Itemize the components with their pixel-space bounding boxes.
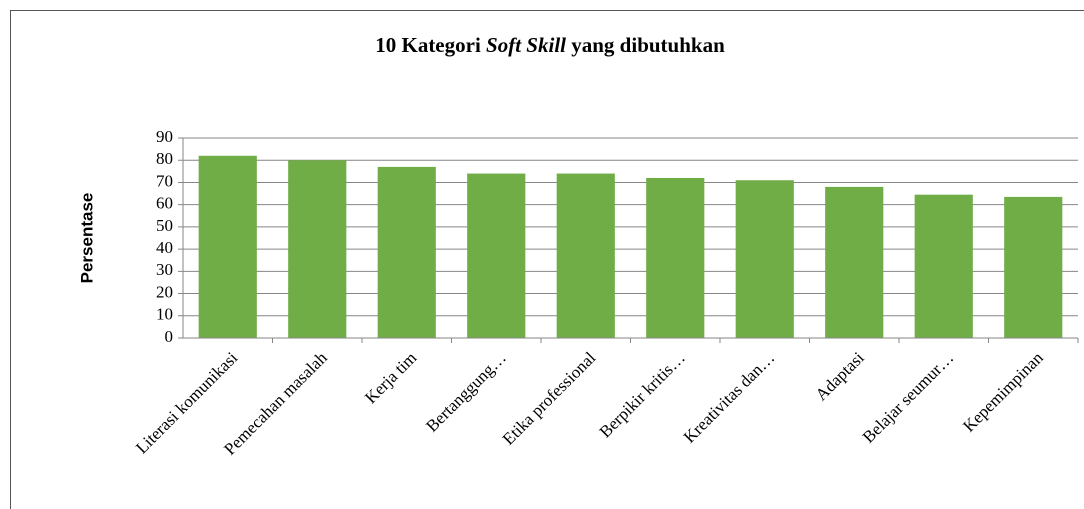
- x-tick-label: Adaptasi: [812, 348, 868, 404]
- chart-border: [10, 10, 1084, 509]
- y-tick-label: 40: [156, 238, 173, 257]
- x-tick-label: Kreativitas dan…: [680, 348, 779, 447]
- y-tick-label: 0: [165, 327, 174, 346]
- chart-title: 10 Kategori Soft Skill yang dibutuhkan: [375, 33, 725, 57]
- bar: [914, 194, 973, 338]
- bar: [1004, 196, 1063, 338]
- y-tick-label: 50: [156, 216, 173, 235]
- x-tick-label: Kerja tim: [361, 348, 420, 407]
- bar: [556, 173, 615, 338]
- title-part: 10 Kategori: [375, 33, 486, 57]
- title-part: yang dibutuhkan: [566, 33, 725, 57]
- x-tick-label: Berpikir kritis…: [596, 348, 689, 441]
- bar: [288, 160, 347, 338]
- y-tick-label: 70: [156, 171, 173, 190]
- x-tick-label: Bertanggung…: [422, 348, 510, 436]
- y-tick-label: 10: [156, 305, 173, 324]
- bar: [377, 166, 436, 338]
- y-axis-label: Persentase: [77, 193, 96, 284]
- y-tick-label: 20: [156, 282, 173, 301]
- y-tick-label: 30: [156, 260, 173, 279]
- x-tick-label: Kepemimpinan: [959, 348, 1047, 436]
- bar: [198, 155, 257, 338]
- bar: [467, 173, 526, 338]
- y-tick-label: 60: [156, 194, 173, 213]
- y-tick-label: 80: [156, 149, 173, 168]
- bar: [825, 186, 884, 338]
- bar: [735, 180, 794, 338]
- title-part: Soft Skill: [486, 33, 566, 57]
- bar: [646, 178, 705, 338]
- y-tick-label: 90: [156, 127, 173, 146]
- x-tick-label: Etika professional: [499, 348, 600, 449]
- x-tick-label: Belajar seumur…: [859, 348, 958, 447]
